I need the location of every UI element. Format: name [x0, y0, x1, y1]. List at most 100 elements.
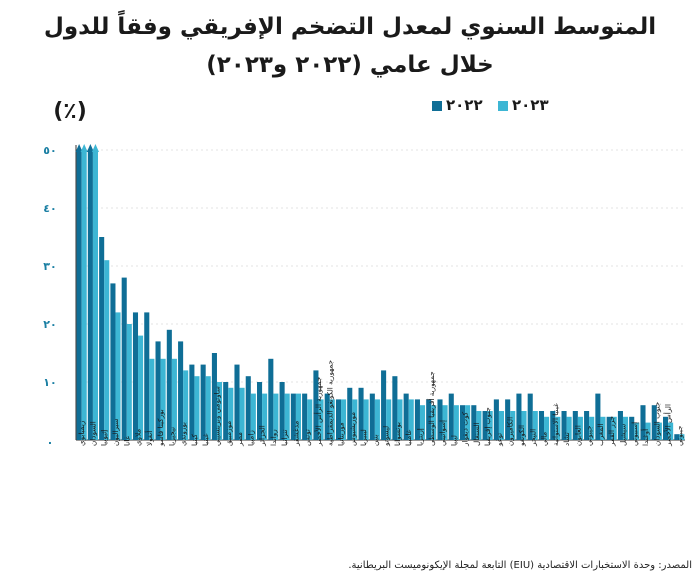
bar-2022: [516, 393, 522, 440]
x-tick-label: أنغولا: [144, 431, 154, 446]
bar-2023: [92, 150, 98, 440]
bar-2022: [87, 150, 93, 440]
bar-2023: [81, 150, 87, 440]
x-tick-label: غينيا: [201, 433, 210, 446]
bar-2023: [589, 416, 595, 440]
bar-2022: [426, 399, 432, 440]
bar-2023: [104, 260, 110, 440]
x-tick-label: بوتسوانا: [393, 422, 402, 446]
bar-2023: [510, 411, 516, 440]
bar-2022: [155, 341, 161, 440]
bar-2023: [374, 399, 380, 440]
x-tick-label: مالي: [540, 432, 549, 446]
bar-2022: [629, 416, 635, 440]
bar-2022: [381, 370, 387, 440]
bar-2023: [668, 422, 674, 440]
truncation-arrow: [80, 144, 88, 152]
y-tick-label: ١٠: [43, 376, 56, 389]
x-tick-label: سيشيل: [618, 424, 627, 446]
bar-2023: [216, 382, 223, 440]
bar-2022: [550, 411, 556, 440]
bar-2023: [577, 416, 583, 440]
x-tick-label: غينيا الاستوائية: [551, 403, 560, 446]
bar-2022: [663, 416, 669, 440]
x-tick-label: الجزائر: [258, 425, 267, 447]
x-tick-label: جمهورية الكونغو الديمقراطية: [325, 360, 334, 446]
bar-2023: [555, 416, 561, 440]
bar-2023: [205, 376, 211, 440]
bar-2022: [448, 393, 454, 440]
bar-2022: [606, 416, 612, 440]
x-tick-label: ملاوي: [134, 429, 143, 446]
bar-2022: [99, 237, 105, 440]
chart-title-line-1: المتوسط السنوي لمعدل التضخم الإفريقي وفق…: [43, 14, 657, 40]
x-tick-label: تونس: [303, 429, 312, 446]
x-tick-label: رواندا: [269, 429, 278, 446]
x-tick-label: موريتانيا: [337, 422, 346, 446]
bar-2022: [121, 277, 127, 440]
bar-2023: [656, 422, 662, 440]
bar-2022: [347, 387, 353, 440]
bar-2022: [595, 393, 601, 440]
bar-2023: [341, 399, 347, 440]
bar-2023: [521, 411, 527, 440]
x-tick-label: إسواتيني: [438, 420, 447, 446]
x-tick-label: إثيوبيا: [100, 430, 109, 446]
bar-2022: [640, 405, 646, 440]
bar-2023: [194, 376, 200, 440]
y-axis-label: (٪): [53, 99, 87, 124]
bar-2022: [335, 399, 342, 440]
bar-2023: [171, 358, 177, 440]
bar-2022: [302, 393, 308, 440]
x-tick-label: ساوتومي وبرينسيبي: [212, 386, 221, 446]
bar-2023: [634, 422, 640, 440]
bar-2023: [329, 399, 335, 440]
x-tick-label: جمهورية الرأس الأخضر: [313, 377, 323, 447]
bar-2023: [431, 405, 437, 440]
bar-2022: [572, 411, 578, 440]
bar-2022: [144, 312, 150, 440]
bar-2023: [679, 434, 685, 440]
bar-2022: [178, 341, 184, 440]
bar-2022: [460, 405, 466, 440]
x-tick-label: ليبيريا: [359, 429, 368, 446]
x-tick-label: الرأس الأخضر: [663, 404, 673, 447]
bar-2022: [257, 382, 263, 440]
bar-2023: [183, 370, 189, 440]
x-tick-label: جيبوتي: [675, 426, 684, 447]
bar-2022: [482, 411, 488, 440]
y-tick-label: .: [48, 434, 52, 447]
y-tick-label: ٤٠: [43, 202, 56, 215]
bar-2023: [408, 399, 414, 440]
truncation-arrow: [91, 144, 99, 152]
x-tick-label: زامبيا: [246, 430, 255, 446]
bar-2022: [561, 411, 567, 440]
x-tick-label: جيبوتي: [585, 426, 594, 447]
y-tick-label: ٢٠: [43, 318, 56, 331]
bar-2023: [363, 399, 369, 440]
chart-title-line-2: خلال عامي (٢٠٢٢ و٢٠٢٣): [206, 52, 494, 78]
bar-2023: [318, 399, 324, 440]
y-tick-label: ٣٠: [43, 260, 56, 273]
bar-2022: [437, 399, 443, 440]
x-tick-label: نيجيريا: [167, 427, 176, 446]
x-tick-label: ليسوتو: [382, 426, 391, 447]
bar-2023: [419, 405, 426, 440]
truncation-arrow: [75, 144, 83, 152]
x-tick-label: السودان: [88, 421, 97, 446]
bar-2023: [476, 411, 482, 440]
bar-2022: [392, 376, 398, 440]
bar-2022: [505, 399, 511, 440]
legend-label-2022: ٢٠٢٢: [446, 96, 483, 114]
legend-label-2023: ٢٠٢٣: [512, 96, 549, 114]
bar-2022: [493, 399, 499, 440]
bar-2022: [76, 150, 82, 440]
bar-2022: [414, 399, 420, 440]
x-tick-label: أوغندا: [640, 429, 650, 446]
x-tick-label: الغابون: [573, 425, 582, 446]
bar-2022: [166, 329, 172, 440]
bar-2022: [369, 393, 375, 440]
bar-2023: [295, 393, 301, 440]
y-tick-label: ٥٠: [43, 144, 56, 157]
